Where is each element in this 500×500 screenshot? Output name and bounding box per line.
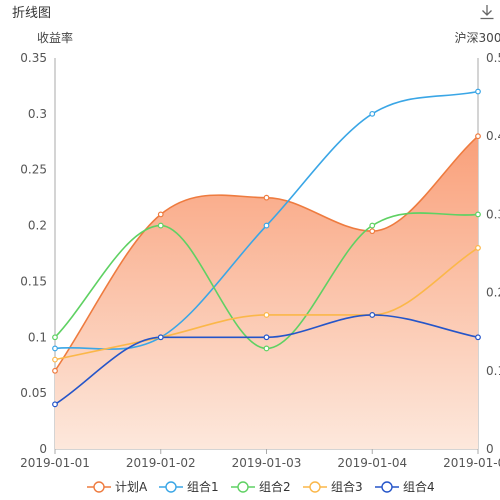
- data-point[interactable]: [52, 401, 58, 408]
- legend-item[interactable]: 组合3: [303, 479, 363, 494]
- legend-label: 计划A: [115, 480, 148, 494]
- data-point[interactable]: [475, 334, 481, 341]
- y-right-tick-label: 0: [486, 442, 494, 456]
- data-point[interactable]: [475, 245, 481, 251]
- legend-item[interactable]: 组合1: [159, 479, 219, 494]
- data-point[interactable]: [52, 356, 58, 363]
- legend-label: 组合4: [403, 479, 435, 494]
- y-left-tick-label: 0.15: [20, 274, 47, 288]
- data-point[interactable]: [369, 222, 376, 229]
- x-tick-label: 2019-01-01: [20, 456, 90, 470]
- data-point[interactable]: [52, 334, 58, 341]
- data-point[interactable]: [52, 367, 58, 374]
- x-tick-label: 2019-01-03: [232, 456, 302, 470]
- download-icon[interactable]: [479, 4, 495, 20]
- data-point[interactable]: [475, 88, 481, 95]
- legend-circle-icon: [237, 481, 249, 493]
- y-left-tick-label: 0.25: [20, 163, 47, 177]
- y-left-tick-label: 0.35: [20, 51, 47, 65]
- data-point[interactable]: [52, 345, 58, 352]
- y-right-tick-label: 0.3: [486, 207, 500, 221]
- y-left-tick-label: 0.3: [28, 107, 47, 121]
- data-point[interactable]: [263, 312, 270, 318]
- legend-circle-icon: [93, 481, 105, 493]
- y-right-tick-label: 0.1: [486, 364, 500, 378]
- legend-item[interactable]: 组合2: [231, 479, 291, 494]
- data-point[interactable]: [475, 211, 481, 218]
- y-left-tick-label: 0.2: [28, 219, 47, 233]
- legend-label: 组合2: [259, 479, 291, 494]
- legend-item[interactable]: 计划A: [87, 480, 148, 494]
- series-line-2: [54, 212, 479, 350]
- y-left-tick-label: 0.1: [28, 330, 47, 344]
- legend-circle-icon: [165, 481, 177, 493]
- legend-item[interactable]: 组合4: [375, 479, 435, 494]
- page-title: 折线图: [12, 6, 52, 21]
- x-tick-label: 2019-01-04: [337, 456, 407, 470]
- data-point[interactable]: [369, 110, 376, 117]
- data-point[interactable]: [369, 312, 376, 318]
- y-left-axis-name: 收益率: [37, 30, 73, 45]
- legend-circle-icon: [381, 481, 393, 493]
- y-right-tick-label: 0.4: [486, 129, 500, 143]
- data-point[interactable]: [263, 345, 270, 352]
- y-left-tick-label: 0.05: [20, 386, 47, 400]
- y-right-tick-label: 0.5: [486, 51, 500, 65]
- data-point[interactable]: [263, 222, 270, 229]
- series-area-0: [55, 136, 478, 449]
- data-point[interactable]: [263, 194, 270, 201]
- legend-label: 组合3: [331, 479, 363, 494]
- y-right-axis-name: 沪深300: [455, 31, 500, 45]
- y-left-tick-label: 0: [39, 442, 47, 456]
- data-point[interactable]: [369, 228, 376, 235]
- data-point[interactable]: [157, 211, 164, 218]
- legend-circle-icon: [309, 481, 321, 493]
- x-tick-label: 2019-01-05: [443, 456, 500, 470]
- data-point[interactable]: [157, 222, 164, 229]
- data-point[interactable]: [475, 133, 481, 140]
- y-right-tick-label: 0.2: [486, 286, 500, 300]
- data-point[interactable]: [157, 334, 164, 341]
- legend-label: 组合1: [187, 479, 219, 494]
- x-tick-label: 2019-01-02: [126, 456, 196, 470]
- data-point[interactable]: [263, 334, 270, 341]
